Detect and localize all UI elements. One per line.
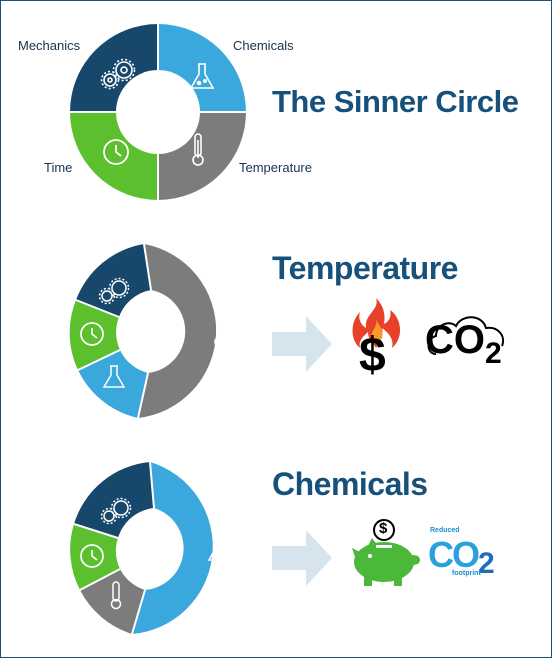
arrow-icon xyxy=(272,316,332,372)
sinner-circle-donut xyxy=(68,22,248,202)
clock-icon xyxy=(80,322,104,346)
co2-text: CO2 xyxy=(425,318,502,370)
segment-time xyxy=(69,300,120,370)
segment-time xyxy=(70,524,120,590)
flame-dollar-icon xyxy=(352,298,401,348)
arrow-icon xyxy=(272,530,332,586)
label-mechanics: Mechanics xyxy=(18,38,81,53)
segment-temperature xyxy=(138,244,217,418)
temperature-donut xyxy=(69,243,226,419)
co2-cloud-icon xyxy=(427,316,504,355)
piggy-bank-icon xyxy=(352,519,420,586)
segment-time xyxy=(70,112,158,200)
title-chemicals: Chemicals xyxy=(272,466,428,502)
thermometer-icon xyxy=(214,315,226,348)
label-temperature: Temperature xyxy=(239,160,312,175)
thermometer-icon xyxy=(192,133,204,166)
label-chemicals: Chemicals xyxy=(233,38,294,53)
dollar-sign: $ xyxy=(359,329,386,382)
gears-icon xyxy=(100,58,136,90)
flask-icon xyxy=(102,365,126,388)
title-temperature: Temperature xyxy=(272,250,458,286)
co2-subscript: 2 xyxy=(485,337,502,370)
segment-chemicals xyxy=(158,24,246,112)
gears-icon xyxy=(98,277,130,305)
clock-icon xyxy=(80,544,104,568)
title-sinner-circle: The Sinner Circle xyxy=(272,84,519,119)
flask-icon xyxy=(189,63,215,89)
co2-main: CO xyxy=(425,318,485,362)
flask-icon xyxy=(207,535,233,561)
reduced-label: Reduced xyxy=(430,527,460,534)
gears-icon xyxy=(100,497,132,525)
segment-mechanics xyxy=(76,244,151,317)
segment-chemicals xyxy=(78,350,148,418)
label-time: Time xyxy=(44,160,73,175)
reduced-co2-main: CO xyxy=(428,534,480,575)
piggy-dollar: $ xyxy=(379,520,388,537)
reduced-co2-subscript: 2 xyxy=(478,547,495,580)
chemicals-donut xyxy=(70,461,233,635)
segment-mechanics xyxy=(74,462,154,538)
footprint-label: footprint xyxy=(452,570,481,577)
clock-icon xyxy=(103,139,129,165)
reduced-co2-text: CO2 xyxy=(428,534,495,580)
segment-chemicals xyxy=(132,462,213,634)
thermometer-icon xyxy=(110,581,122,610)
